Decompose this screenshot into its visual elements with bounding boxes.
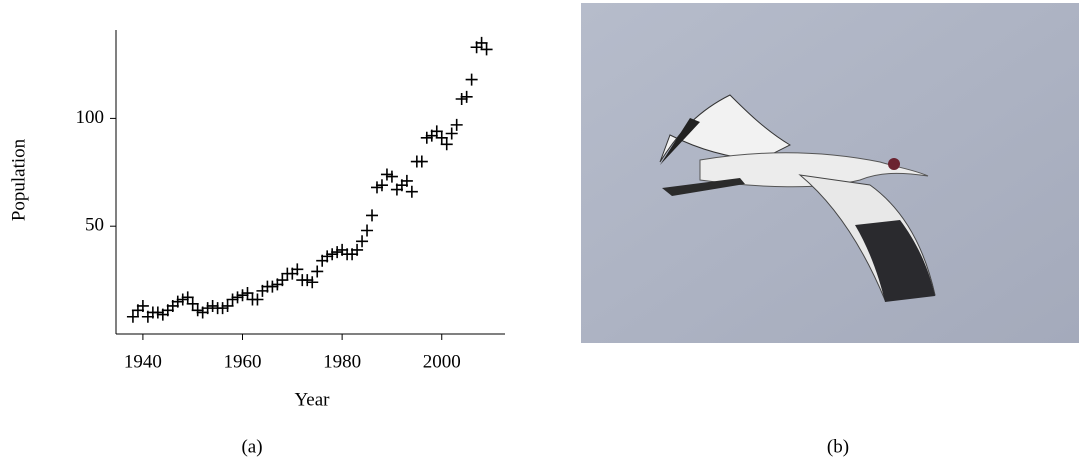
- point: [366, 209, 379, 222]
- point: [171, 295, 184, 308]
- x-tick-label: 2000: [423, 351, 461, 372]
- point: [321, 250, 334, 263]
- crane-head: [888, 158, 900, 170]
- point: [301, 274, 314, 287]
- caption: (a): [241, 436, 262, 457]
- point: [405, 185, 418, 198]
- point: [420, 131, 433, 144]
- point: [415, 155, 428, 168]
- x-tick-label: 1960: [224, 351, 262, 372]
- point: [311, 265, 324, 278]
- crane-body: [699, 152, 929, 188]
- y-tick-label: 100: [76, 107, 105, 128]
- point: [151, 306, 164, 319]
- point: [351, 243, 364, 256]
- point: [191, 304, 204, 317]
- point: [136, 299, 149, 312]
- point: [400, 174, 413, 187]
- point: [460, 90, 473, 103]
- point: [251, 293, 264, 306]
- photo: [581, 3, 1079, 343]
- point: [266, 280, 279, 293]
- x-tick-label: 1980: [323, 351, 361, 372]
- point: [435, 131, 448, 144]
- point: [445, 127, 458, 140]
- point: [231, 291, 244, 304]
- point: [221, 299, 234, 312]
- point: [306, 276, 319, 289]
- point: [375, 179, 388, 192]
- crane-legs: [662, 178, 745, 196]
- point: [206, 299, 219, 312]
- point: [361, 224, 374, 237]
- point: [370, 181, 383, 194]
- point: [440, 138, 453, 151]
- caption: (b): [827, 436, 849, 457]
- point: [236, 289, 249, 302]
- point: [276, 274, 289, 287]
- x-tick-label: 1940: [124, 351, 162, 372]
- point: [226, 293, 239, 306]
- point: [216, 302, 229, 315]
- point: [430, 125, 443, 138]
- y-tick-label: 50: [85, 215, 104, 236]
- crane-wingtip-right: [855, 220, 935, 302]
- y-axis-label: Population: [8, 138, 29, 221]
- point: [186, 297, 199, 310]
- point: [385, 170, 398, 183]
- x-axis-label: Year: [294, 389, 330, 410]
- point: [331, 246, 344, 259]
- crane-wingtip-left: [660, 118, 700, 165]
- point: [126, 310, 139, 323]
- point: [181, 291, 194, 304]
- point: [380, 168, 393, 181]
- point: [356, 235, 369, 248]
- point: [455, 92, 468, 105]
- point: [241, 287, 254, 300]
- point: [450, 118, 463, 131]
- point: [326, 248, 339, 261]
- point: [291, 263, 304, 276]
- point: [475, 36, 488, 49]
- point: [480, 43, 493, 56]
- point: [465, 73, 478, 86]
- point: [176, 293, 189, 306]
